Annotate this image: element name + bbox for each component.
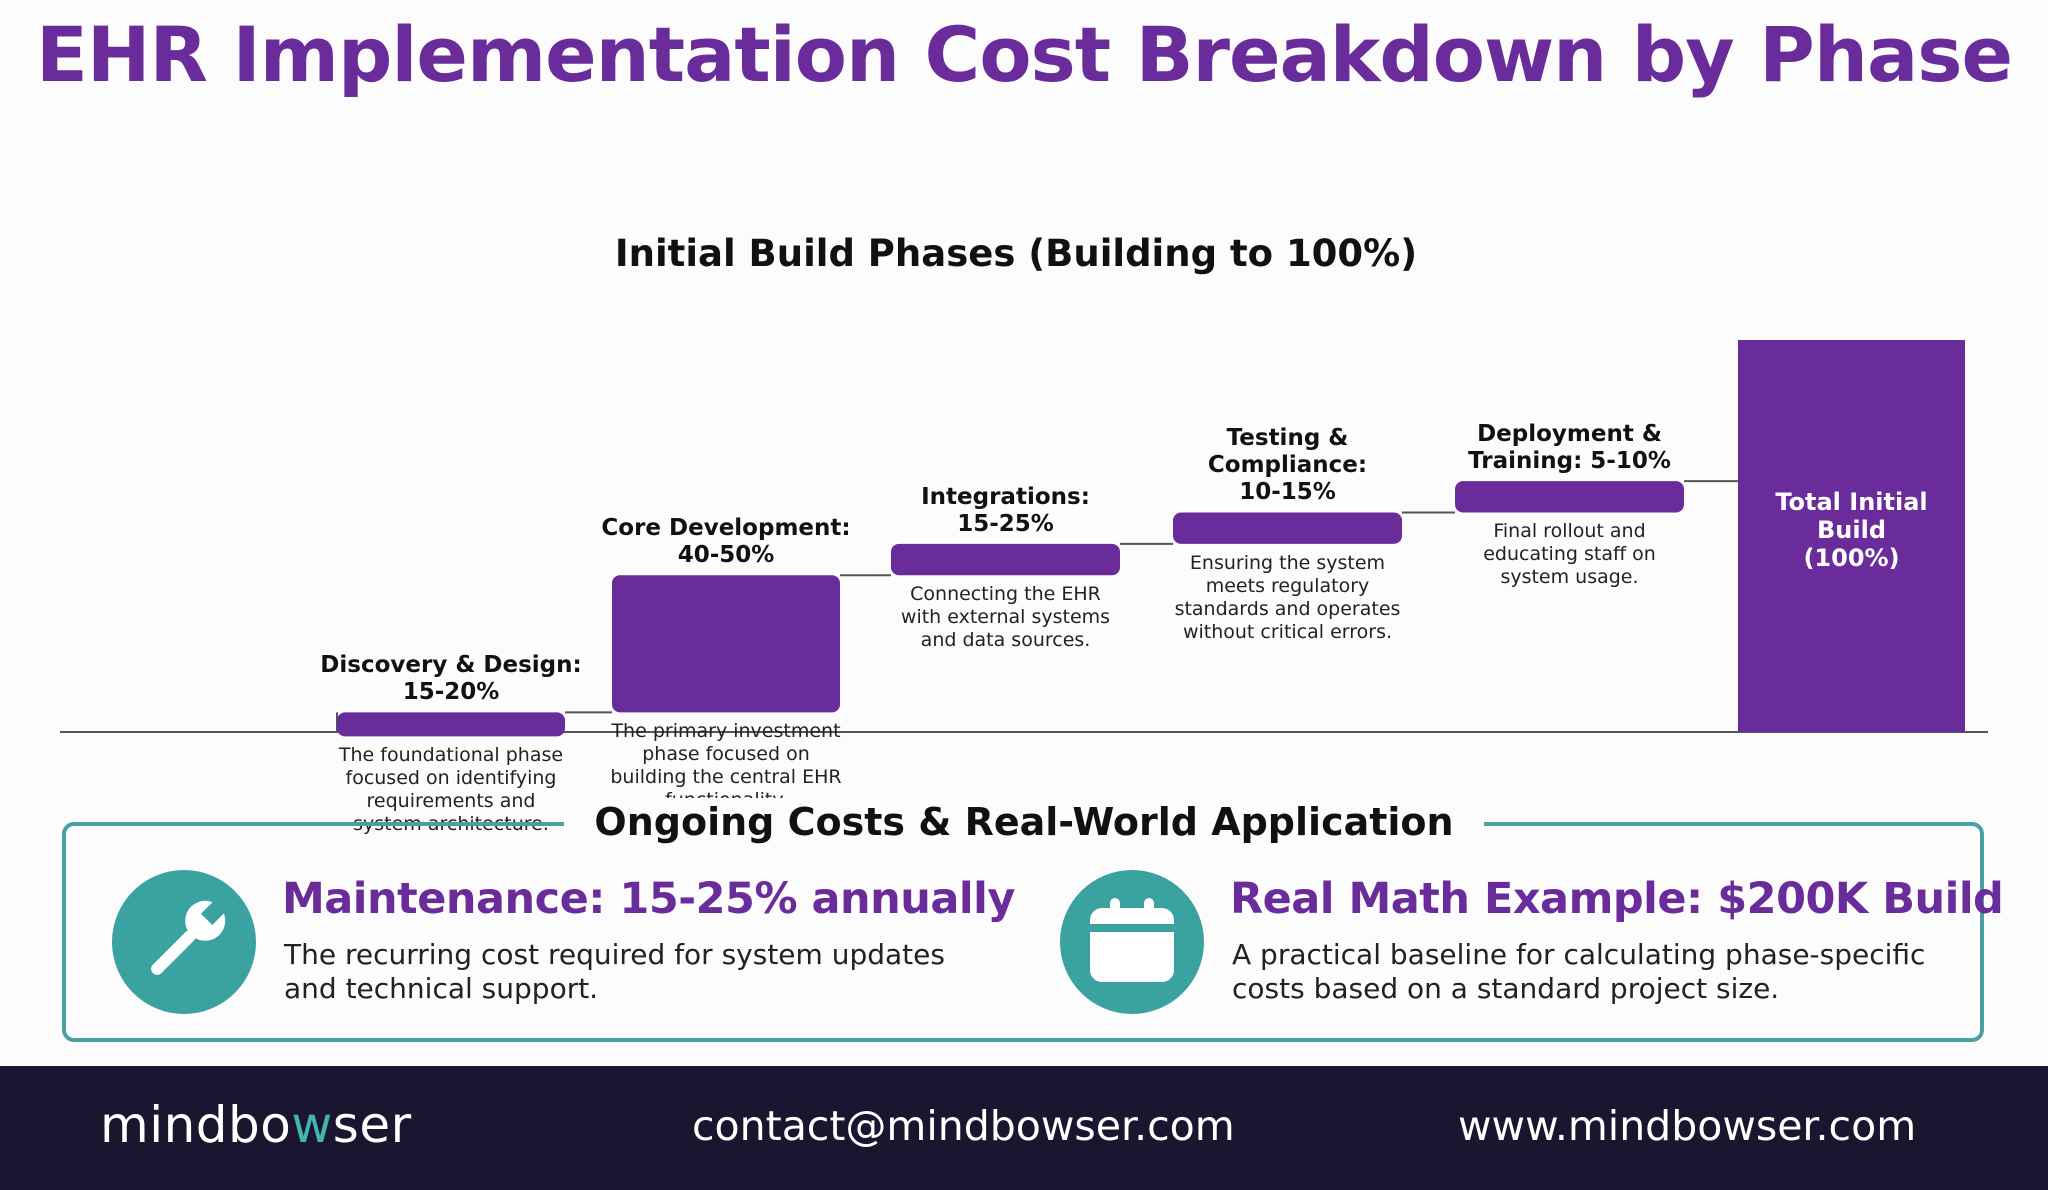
phase-label-line: Deployment & [1477,421,1662,448]
brand-logo-part: mindbo [100,1096,292,1154]
brand-logo-accent: w [291,1096,333,1154]
phase-label-line: 10-15% [1239,479,1336,506]
bar-phase-1 [337,712,565,737]
bar-phase-2 [612,575,840,713]
total-bar-label: Total Initial Build (100%) [1738,488,1965,572]
phase-description: Final rollout and educating staff on syste… [1440,520,1700,589]
phase-description-line: educating staff on [1483,543,1656,566]
phase-label-line: Integrations: [921,483,1090,510]
phase-label-line: Testing & [1226,425,1349,452]
page-title: EHR Implementation Cost Breakdown by Pha… [35,10,2013,99]
phase-description-line: system usage. [1500,566,1639,589]
total-bar-label-line: Build [1816,516,1886,544]
phase-description-line: Connecting the EHR [910,583,1101,606]
phase-label-line: Core Development: [601,515,851,542]
bar-phase-5 [1455,481,1684,513]
chart-canvas [60,340,1988,737]
total-bar-label-line: (100%) [1803,544,1900,572]
phase-label: Deployment & Training: 5-10% [1410,421,1730,475]
example-text-line: costs based on a standard project size. [1232,972,1780,1005]
example-text: A practical baseline for calculating pha… [1232,938,1925,1006]
phase-description-line: Ensuring the system [1189,551,1386,574]
phase-description: Connecting the EHR with external systems a… [876,583,1136,652]
wrench-icon [112,870,256,1014]
chart-title: Initial Build Phases (Building to 100%) [614,232,1418,275]
phase-description-line: functionality. [665,789,787,812]
waterfall-chart: Initial Build Phases (Building to 100%) … [60,232,1988,835]
footer: mindbowser contact@mindbowser.com www.mi… [0,1066,2048,1190]
phase-label-line: Compliance: [1207,452,1368,479]
phase-label-line: Discovery & Design: [320,652,582,679]
phase-description-line: The foundational phase [338,744,564,767]
phase-description-line: with external systems [900,606,1111,629]
phase-label-line: 15-20% [402,679,500,706]
phase-description-line: building the central EHR [610,766,842,789]
brand-logo-part: ser [332,1096,412,1154]
calendar-icon [1060,870,1204,1014]
phase-description: Ensuring the system meets regulatory stand… [1158,552,1418,644]
phase-description-line: focused on identifying [345,767,557,790]
maintenance-text: The recurring cost required for system u… [284,938,945,1006]
phase-label: Core Development: 40-50% [566,515,886,569]
example-text-line: A practical baseline for calculating pha… [1232,938,1926,971]
phase-description: The primary investment phase focused on bu… [596,720,856,812]
phase-description-line: Final rollout and [1493,520,1646,543]
phase-description-line: The primary investment [611,720,841,743]
phase-description-line: requirements and [366,790,536,813]
phase-label: Discovery & Design: 15-20% [291,652,611,706]
phase-label-line: 40-50% [677,542,775,569]
phase-label: Integrations: 15-25% [846,484,1166,538]
phase-label-line: Training: 5-10% [1468,448,1671,475]
phase-label: Testing & Compliance: 10-15% [1128,425,1448,506]
maintenance-text-line: and technical support. [284,972,599,1005]
maintenance-text-line: The recurring cost required for system u… [284,938,945,971]
bar-total [1738,340,1965,732]
total-bar-label-line: Total Initial [1775,488,1928,516]
phase-description-line: phase focused on [642,743,810,766]
ongoing-costs-panel [62,822,1984,1042]
brand-logo[interactable]: mindbowser [100,1096,412,1154]
bar-phase-3 [891,543,1120,576]
phase-description-line: standards and operates [1174,597,1401,620]
phase-description-line: without critical errors. [1182,620,1393,643]
website-link[interactable]: www.mindbowser.com [1458,1102,1917,1150]
contact-email-link[interactable]: contact@mindbowser.com [692,1102,1235,1150]
example-heading: Real Math Example: $200K Build [1230,874,2004,924]
phase-description-line: and data sources. [920,629,1091,652]
phase-label-line: 15-25% [957,510,1054,537]
phase-description-line: meets regulatory [1205,574,1370,597]
maintenance-heading: Maintenance: 15-25% annually [282,874,1015,924]
bar-phase-4 [1173,512,1402,544]
